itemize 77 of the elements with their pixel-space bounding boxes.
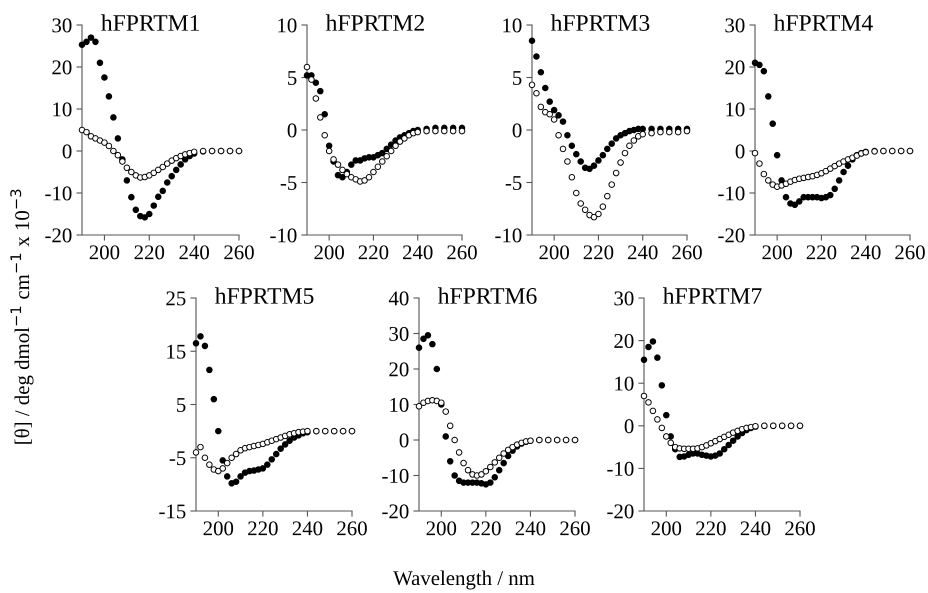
- y-tick-label: -10: [382, 468, 408, 483]
- chart-title: hFPRTM6: [438, 287, 537, 304]
- chart-title: hFPRTM5: [214, 287, 314, 304]
- x-tick-label: 220: [806, 245, 836, 260]
- y-tick-label: 0: [512, 123, 522, 138]
- chart-title: hFPRTM1: [101, 14, 200, 31]
- y-tick-label: 30: [725, 18, 744, 32]
- y-tick-label: 0: [400, 433, 408, 448]
- chart-title: hFPRTM7: [662, 287, 762, 304]
- y-tick-label: -5: [280, 176, 296, 190]
- x-tick-label: 220: [134, 245, 164, 260]
- chart-title: hFPRTM2: [326, 14, 424, 31]
- y-tick-label: 10: [390, 398, 408, 412]
- y-tick-label: -5: [506, 176, 522, 190]
- x-tick-label: 260: [447, 245, 477, 260]
- x-tick-label: 260: [560, 521, 590, 536]
- y-tick-label: -10: [270, 228, 296, 242]
- chart-title: hFPRTM3: [550, 14, 650, 31]
- y-tick-label: 5: [288, 71, 296, 85]
- y-tick-label: -15: [159, 504, 186, 518]
- y-tick-label: 30: [614, 291, 634, 306]
- x-tick-label: 200: [314, 245, 344, 260]
- x-tick-label: 260: [337, 521, 367, 536]
- y-tick-label: 5: [513, 71, 522, 85]
- x-tick-label: 240: [516, 521, 546, 536]
- x-tick-label: 240: [851, 245, 881, 260]
- y-tick-label: -10: [45, 186, 72, 200]
- y-tick-label: 30: [52, 18, 72, 32]
- y-tick-label: 10: [726, 102, 744, 116]
- x-tick-label: 260: [895, 245, 925, 260]
- y-tick-label: 20: [725, 60, 744, 74]
- x-tick-label: 200: [539, 245, 569, 260]
- x-tick-label: 260: [785, 521, 815, 536]
- x-tick-label: 240: [292, 521, 322, 536]
- x-tick-label: 220: [248, 521, 278, 536]
- y-tick-label: 15: [167, 344, 186, 359]
- y-tick-label: 20: [389, 362, 408, 376]
- y-tick-label: 0: [62, 144, 72, 158]
- x-tick-label: 200: [652, 521, 682, 536]
- x-tick-label: 200: [204, 521, 234, 536]
- y-tick-label: -5: [170, 451, 186, 466]
- y-tick-label: 0: [736, 144, 744, 158]
- x-tick-label: 220: [358, 245, 388, 260]
- x-tick-label: 260: [224, 245, 254, 260]
- y-tick-label: 20: [614, 334, 634, 348]
- y-tick-label: 5: [177, 398, 186, 412]
- y-tick-label: 0: [288, 123, 296, 138]
- y-tick-label: -10: [495, 228, 522, 242]
- chart-title: hFPRTM4: [774, 14, 873, 31]
- x-tick-label: 240: [740, 521, 770, 536]
- y-tick-label: 0: [624, 419, 634, 434]
- x-tick-label: 240: [403, 245, 433, 260]
- x-tick-label: 200: [90, 245, 120, 260]
- y-tick-label: 30: [389, 326, 408, 341]
- x-tick-label: 240: [179, 245, 209, 260]
- y-tick-label: 10: [503, 18, 522, 32]
- x-tick-label: 220: [584, 245, 614, 260]
- x-tick-label: 200: [426, 521, 456, 536]
- y-tick-label: 10: [53, 102, 72, 116]
- x-tick-label: 200: [762, 245, 792, 260]
- y-tick-label: -10: [718, 186, 744, 200]
- y-tick-label: 10: [278, 18, 296, 32]
- y-axis-title: [θ] / deg dmol$^{−1}$ cm$^{−1}$ x 10$^{−3}$: [10, 190, 34, 444]
- y-tick-label: 25: [166, 291, 186, 306]
- y-tick-label: 10: [615, 376, 634, 391]
- y-tick-label: -20: [382, 504, 408, 518]
- x-tick-label: 220: [696, 521, 726, 536]
- x-tick-label: 260: [672, 245, 702, 260]
- y-tick-label: -20: [45, 228, 72, 242]
- y-tick-label: 20: [52, 60, 72, 74]
- y-tick-label: -20: [607, 504, 634, 518]
- y-tick-label: 40: [388, 291, 408, 306]
- y-tick-label: -20: [718, 228, 744, 242]
- y-tick-label: -10: [607, 462, 634, 476]
- x-tick-label: 220: [471, 521, 501, 536]
- x-tick-label: 240: [628, 245, 658, 260]
- x-axis-title: Wavelength / nm: [393, 570, 535, 590]
